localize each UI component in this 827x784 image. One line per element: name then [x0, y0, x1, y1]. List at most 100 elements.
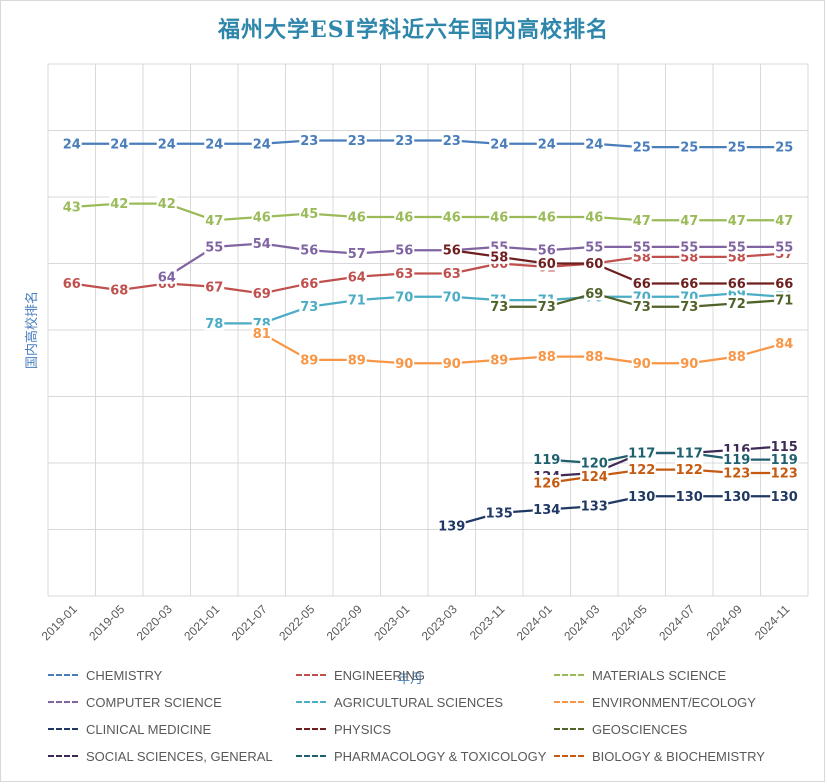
data-label: 89 [300, 353, 318, 368]
data-label: 126 [533, 476, 560, 491]
legend-item[interactable]: CLINICAL MEDICINE [48, 720, 296, 738]
data-label-bg [631, 355, 652, 371]
data-label: 25 [775, 141, 793, 156]
data-label-bg [770, 488, 799, 504]
data-label: 57 [348, 247, 366, 262]
data-label: 63 [395, 267, 413, 282]
data-label: 24 [110, 137, 128, 152]
legend-label: MATERIALS SCIENCE [592, 667, 727, 683]
data-label: 119 [723, 453, 750, 468]
legend-swatch [296, 755, 326, 757]
data-label-bg [441, 242, 462, 258]
data-label: 66 [300, 277, 318, 292]
data-label: 45 [300, 207, 318, 222]
data-label-bg [441, 208, 462, 224]
data-label: 90 [680, 357, 698, 372]
data-label-bg [251, 235, 272, 251]
data-label-bg [536, 208, 557, 224]
x-tick-label: 2023-01 [371, 602, 412, 643]
legend-item[interactable]: PHYSICS [296, 720, 554, 738]
data-label-bg [156, 195, 177, 211]
legend-item[interactable]: MATERIALS SCIENCE [554, 666, 808, 684]
legend-item[interactable]: AGRICULTURAL SCIENCES [296, 693, 554, 711]
data-label-bg [536, 255, 557, 271]
data-label: 117 [628, 447, 655, 462]
data-label-bg [489, 135, 510, 151]
series-line [70, 252, 786, 295]
data-label: 69 [253, 287, 271, 302]
data-label-bg [437, 518, 466, 534]
data-label-bg [774, 212, 795, 228]
data-label: 47 [775, 214, 793, 229]
data-label-bg [346, 245, 367, 261]
data-label: 56 [395, 244, 413, 259]
data-label-bg [489, 298, 510, 314]
data-label: 42 [158, 197, 176, 212]
legend-label: CHEMISTRY [86, 667, 163, 683]
data-label: 73 [538, 300, 556, 315]
legend-label: AGRICULTURAL SCIENCES [334, 694, 504, 710]
data-label: 88 [728, 350, 746, 365]
data-label: 55 [680, 240, 698, 255]
data-label: 58 [633, 250, 651, 265]
x-tick-label: 2022-09 [324, 602, 365, 643]
data-label-bg [774, 335, 795, 351]
legend-item[interactable]: ENVIRONMENT/ECOLOGY [554, 693, 808, 711]
legend-item[interactable]: ENGINEERING [296, 666, 554, 684]
data-label: 70 [443, 290, 461, 305]
data-label-bg [299, 205, 320, 221]
data-label: 115 [771, 440, 798, 455]
data-label-bg [631, 298, 652, 314]
data-label: 73 [680, 300, 698, 315]
legend-item[interactable]: CHEMISTRY [48, 666, 296, 684]
legend-item[interactable]: GEOSCIENCES [554, 720, 808, 738]
data-label-bg [532, 451, 561, 467]
data-label-bg [627, 461, 656, 477]
data-label-bg [536, 242, 557, 258]
legend-swatch [296, 701, 326, 703]
data-label-bg [299, 132, 320, 148]
legend-item[interactable]: PHARMACOLOGY & TOXICOLOGY [296, 747, 554, 765]
data-label: 133 [581, 500, 608, 515]
data-label-bg [441, 265, 462, 281]
data-label: 84 [775, 337, 793, 352]
legend-swatch [48, 728, 78, 730]
data-label-bg [394, 355, 415, 371]
data-label: 63 [443, 267, 461, 282]
legend-item[interactable]: SOCIAL SCIENCES, GENERAL [48, 747, 296, 765]
x-tick-label: 2022-05 [276, 602, 317, 643]
legend-swatch [554, 728, 584, 730]
data-label: 42 [110, 197, 128, 212]
legend-item[interactable]: BIOLOGY & BIOCHEMISTRY [554, 747, 808, 765]
data-label-bg [679, 212, 700, 228]
data-label-bg [627, 488, 656, 504]
data-label-bg [770, 464, 799, 480]
data-label-bg [156, 268, 177, 284]
data-label-bg [394, 288, 415, 304]
x-tick-label: 2019-01 [39, 602, 80, 643]
data-label: 58 [728, 250, 746, 265]
data-label-bg [346, 351, 367, 367]
data-label-bg [489, 351, 510, 367]
y-axis-title: 国内高校排名 [24, 291, 40, 369]
data-label-bg [675, 488, 704, 504]
data-label-bg [204, 212, 225, 228]
data-label-bg [770, 438, 799, 454]
series-line [70, 139, 786, 149]
legend-item[interactable]: COMPUTER SCIENCE [48, 693, 296, 711]
data-label: 123 [771, 466, 798, 481]
data-label: 55 [775, 240, 793, 255]
data-label-bg [536, 298, 557, 314]
data-label-bg [109, 135, 130, 151]
data-label: 89 [348, 353, 366, 368]
data-label-bg [394, 208, 415, 224]
x-tick-label: 2024-11 [752, 602, 793, 643]
data-label: 117 [676, 447, 703, 462]
legend-swatch [48, 755, 78, 757]
data-label: 55 [585, 240, 603, 255]
data-label-bg [675, 445, 704, 461]
data-label: 119 [533, 453, 560, 468]
data-label: 46 [395, 210, 413, 225]
data-label: 134 [533, 503, 560, 518]
